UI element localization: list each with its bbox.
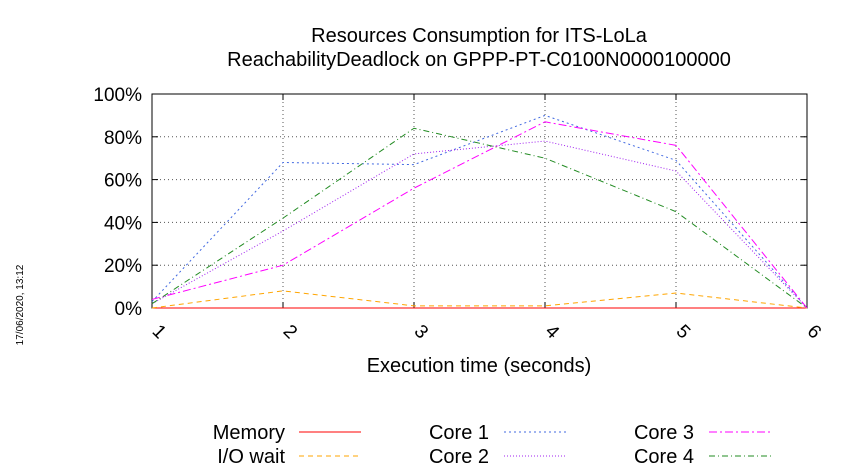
series-line [151, 114, 808, 309]
y-tick-label: 0% [115, 299, 143, 320]
legend-label: Memory [213, 422, 285, 444]
x-tick-label: 5 [672, 321, 694, 343]
series-lines [151, 114, 808, 309]
y-tick-label: 60% [104, 171, 142, 192]
legend-label: I/O wait [217, 446, 285, 468]
timestamp: 17/06/2020, 13:12 [15, 264, 26, 345]
series-line [151, 290, 808, 309]
chart-title: Resources Consumption for ITS-LoLa [311, 25, 648, 47]
x-tick-label: 2 [279, 321, 301, 343]
x-tick-label: 1 [148, 321, 170, 343]
y-tick-label: 20% [104, 256, 142, 277]
series-line [151, 140, 808, 309]
legend-label: Core 3 [634, 422, 694, 444]
plot-frame [151, 93, 808, 309]
legend-label: Core 2 [429, 446, 489, 468]
y-tick-labels: 0% 20% 40% 60% 80% 100% [93, 85, 142, 320]
x-tick-label: 3 [410, 321, 432, 343]
x-tick-labels: 1 2 3 4 5 6 [148, 321, 825, 344]
chart-subtitle: ReachabilityDeadlock on GPPP-PT-C0100N00… [227, 49, 731, 71]
y-tick-label: 40% [104, 213, 142, 234]
legend-label: Core 4 [634, 446, 694, 468]
x-tick-label: 6 [803, 321, 825, 343]
series-line [151, 121, 808, 309]
legend-label: Core 1 [429, 422, 489, 444]
x-axis-label: Execution time (seconds) [367, 355, 592, 377]
y-tick-label: 100% [93, 85, 142, 106]
y-tick-label: 80% [104, 128, 142, 149]
x-tick-label: 4 [541, 321, 564, 344]
grid [151, 93, 808, 309]
series-line [151, 127, 808, 309]
